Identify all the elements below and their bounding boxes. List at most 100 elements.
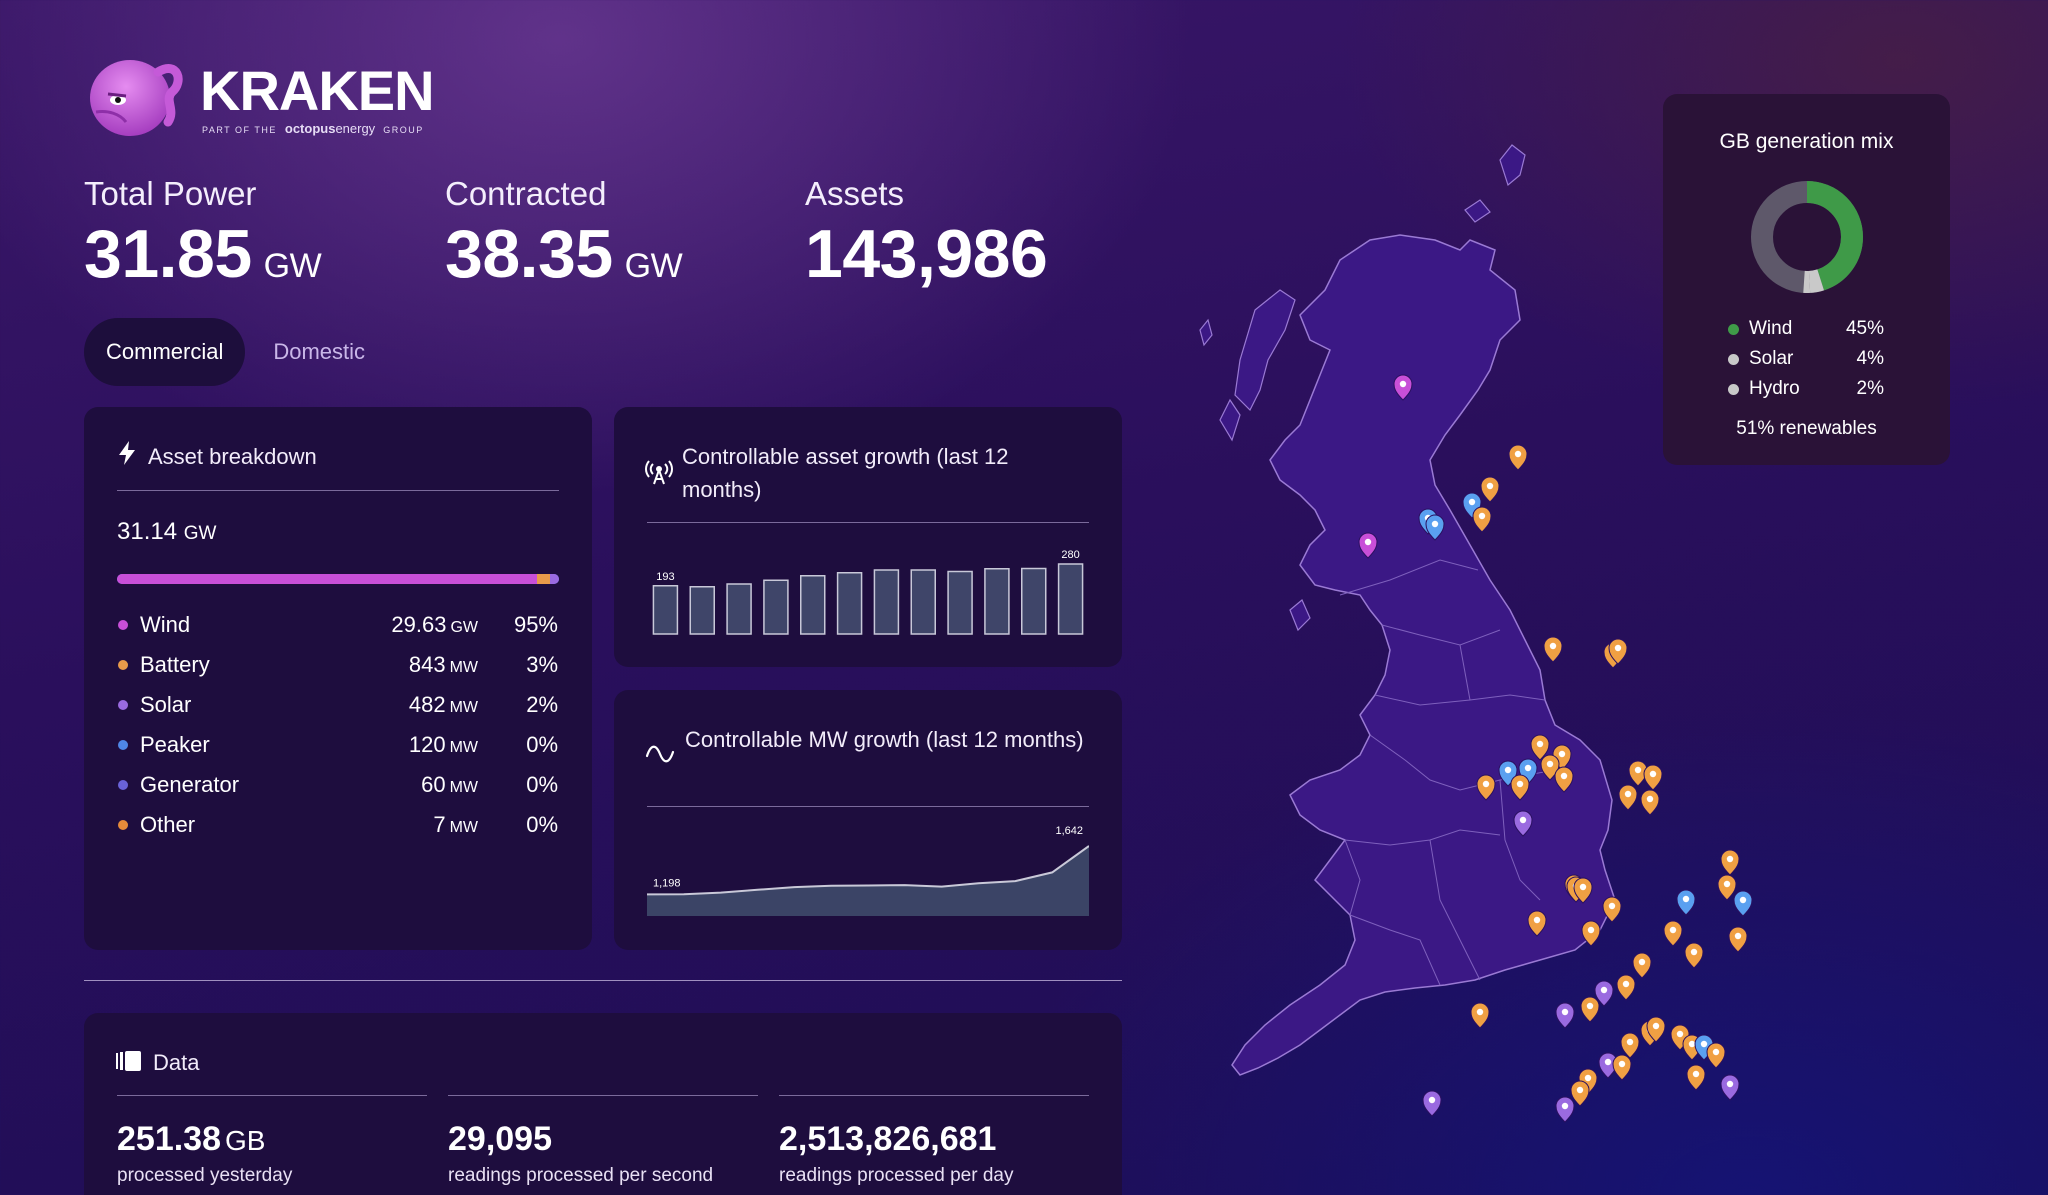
map-marker-solar[interactable] (1594, 980, 1614, 1007)
kpi-label: Assets (805, 175, 905, 212)
map-marker-battery[interactable] (1728, 926, 1748, 953)
mix-name: Solar (1749, 348, 1794, 369)
map-marker-battery[interactable] (1618, 784, 1638, 811)
uk-map (1199, 144, 1753, 1123)
island-shape (1289, 599, 1311, 632)
data-card (84, 1013, 1122, 1195)
share-bar-segment-battery (536, 574, 551, 584)
map-marker-solar[interactable] (1422, 1090, 1442, 1117)
map-marker-battery[interactable] (1476, 774, 1496, 801)
marker-dot (1524, 764, 1532, 772)
mix-percent: 2% (1856, 378, 1884, 399)
map-marker-battery[interactable] (1508, 444, 1528, 471)
data-stat-per-day: 2,513,826,681 readings processed per day (779, 1120, 1014, 1186)
marker-dot (1604, 1058, 1612, 1066)
marker-dot (1482, 780, 1490, 788)
map-marker-battery[interactable] (1612, 1054, 1632, 1081)
marker-dot (1560, 772, 1568, 780)
map-marker-peaker[interactable] (1425, 514, 1445, 541)
bar-9 (947, 570, 973, 635)
map-marker-battery[interactable] (1616, 974, 1636, 1001)
marker-dot (1558, 750, 1566, 758)
renewables-summary: 51% renewables (1736, 418, 1877, 439)
map-marker-battery[interactable] (1640, 789, 1660, 816)
map-marker-battery[interactable] (1470, 1002, 1490, 1029)
kpi-total-power: Total Power 31.85 GW (84, 175, 322, 293)
legend-dot (118, 660, 128, 670)
map-marker-solar[interactable] (1513, 810, 1533, 837)
map-marker-battery[interactable] (1510, 774, 1530, 801)
legend-dot (118, 740, 128, 750)
lightning-icon (116, 440, 138, 471)
mix-row-solar: Solar 4% (1728, 344, 1884, 374)
map-marker-battery[interactable] (1554, 766, 1574, 793)
map-marker-solar[interactable] (1555, 1096, 1575, 1123)
marker-dot (1468, 498, 1476, 506)
map-marker-battery[interactable] (1620, 1032, 1640, 1059)
map-marker-battery[interactable] (1686, 1064, 1706, 1091)
marker-pin (1472, 506, 1492, 533)
map-marker-battery[interactable] (1472, 506, 1492, 533)
map-marker-battery[interactable] (1646, 1016, 1666, 1043)
legend-percent: 0% (526, 732, 558, 757)
map-marker-battery[interactable] (1684, 942, 1704, 969)
map-marker-battery[interactable] (1720, 849, 1740, 876)
map-marker-battery[interactable] (1570, 1080, 1590, 1107)
map-landmass (1199, 144, 1616, 1076)
map-marker-solar[interactable] (1720, 1074, 1740, 1101)
map-marker-battery[interactable] (1580, 996, 1600, 1023)
map-marker-battery[interactable] (1530, 734, 1550, 761)
marker-pin (1646, 1016, 1666, 1043)
map-marker-wind[interactable] (1358, 532, 1378, 559)
bar-data-label: 193 (656, 571, 674, 583)
marker-dot (1579, 883, 1587, 891)
marker-dot (1626, 1038, 1634, 1046)
map-marker-battery[interactable] (1663, 920, 1683, 947)
data-title: Data (153, 1050, 200, 1075)
map-marker-battery[interactable] (1632, 952, 1652, 979)
marker-dot (1504, 766, 1512, 774)
map-marker-battery[interactable] (1717, 874, 1737, 901)
tab-commercial[interactable]: Commercial (84, 318, 246, 386)
tab-domestic[interactable]: Domestic (273, 339, 366, 364)
map-marker-battery[interactable] (1602, 896, 1622, 923)
hebrides-shape (1234, 289, 1296, 412)
map-marker-peaker[interactable] (1676, 889, 1696, 916)
map-marker-battery[interactable] (1608, 638, 1628, 665)
marker-pin (1717, 874, 1737, 901)
marker-dot (1726, 1080, 1734, 1088)
marker-dot (1649, 770, 1657, 778)
marker-dot (1431, 520, 1439, 528)
marker-dot (1516, 780, 1524, 788)
marker-dot (1478, 512, 1486, 520)
map-marker-peaker[interactable] (1733, 890, 1753, 917)
legend-value: 482 MW (408, 692, 478, 717)
marker-dot (1584, 1074, 1592, 1082)
orkney-shape (1464, 199, 1491, 223)
legend-percent: 3% (526, 652, 558, 677)
map-marker-wind[interactable] (1393, 374, 1413, 401)
marker-dot (1549, 642, 1557, 650)
map-marker-battery[interactable] (1527, 910, 1547, 937)
map-marker-battery[interactable] (1643, 764, 1663, 791)
legend-row-peaker: Peaker 120 MW 0% (118, 725, 558, 765)
mw-growth-title: Controllable MW growth (last 12 months) (685, 727, 1084, 752)
map-marker-battery[interactable] (1573, 877, 1593, 904)
map-marker-battery[interactable] (1543, 636, 1563, 663)
marker-pin (1527, 910, 1547, 937)
bar-7 (873, 569, 900, 635)
map-marker-battery[interactable] (1706, 1042, 1726, 1069)
region-borders (1339, 559, 1556, 986)
share-bar-segment-wind (117, 574, 537, 584)
kpi-label: Total Power (84, 175, 257, 212)
asset-growth-chart: 193 280 (652, 549, 1084, 635)
legend-row-battery: Battery 843 MW 3% (118, 645, 558, 685)
mix-percent: 45% (1845, 318, 1884, 339)
island-shape (1219, 398, 1241, 442)
map-marker-battery[interactable] (1480, 476, 1500, 503)
map-marker-battery[interactable] (1581, 920, 1601, 947)
marker-pin (1543, 636, 1563, 663)
legend-name: Solar (140, 692, 192, 717)
map-marker-battery[interactable] (1628, 760, 1648, 787)
map-marker-solar[interactable] (1555, 1002, 1575, 1029)
